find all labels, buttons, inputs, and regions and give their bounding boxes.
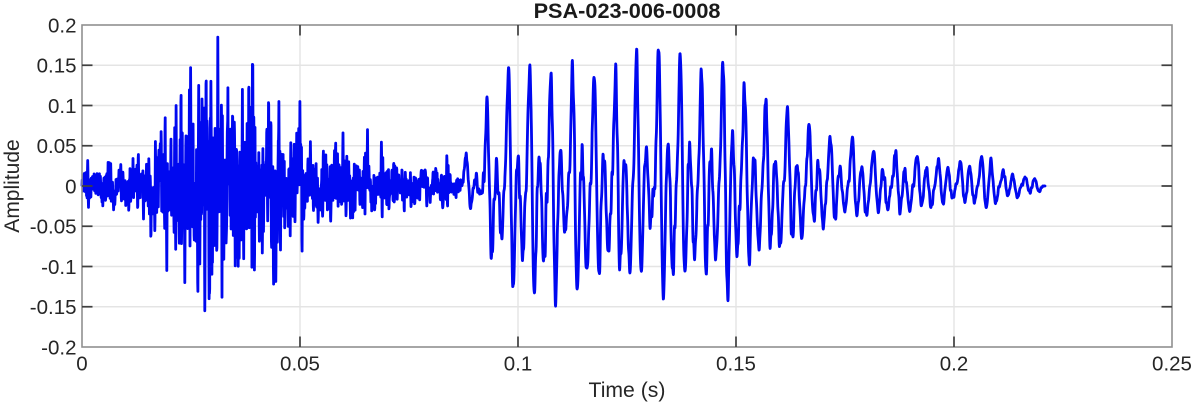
svg-text:0: 0: [76, 353, 87, 376]
svg-text:-0.15: -0.15: [30, 296, 77, 319]
svg-text:0.15: 0.15: [716, 353, 756, 376]
svg-text:0.25: 0.25: [1152, 353, 1192, 376]
svg-text:Amplitude: Amplitude: [1, 139, 24, 232]
svg-text:0.05: 0.05: [37, 135, 77, 158]
svg-text:0.15: 0.15: [37, 55, 77, 78]
svg-text:0: 0: [65, 175, 76, 198]
svg-text:0.1: 0.1: [48, 95, 77, 118]
svg-text:-0.2: -0.2: [41, 336, 76, 359]
svg-text:0.2: 0.2: [940, 353, 969, 376]
svg-text:-0.1: -0.1: [41, 256, 76, 279]
svg-text:0.2: 0.2: [48, 14, 77, 37]
svg-text:0.1: 0.1: [504, 353, 533, 376]
svg-text:0.05: 0.05: [280, 353, 320, 376]
svg-text:-0.05: -0.05: [30, 216, 77, 239]
svg-text:PSA-023-006-0008: PSA-023-006-0008: [534, 0, 721, 23]
svg-text:Time (s): Time (s): [589, 379, 666, 402]
